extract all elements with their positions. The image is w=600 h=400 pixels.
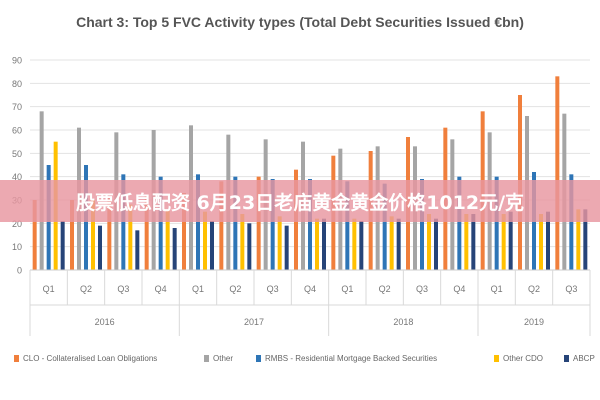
bar (233, 176, 238, 270)
bar (32, 200, 37, 270)
legend-swatch (14, 355, 19, 362)
bar (182, 193, 186, 270)
bar (539, 214, 543, 270)
bar (144, 195, 149, 270)
bar (464, 214, 469, 270)
y-tick-label: 60 (12, 126, 22, 136)
x-tick-label: Q4 (155, 284, 167, 294)
x-tick-label: Q3 (267, 284, 279, 294)
bar (121, 174, 126, 270)
y-tick-label: 0 (17, 266, 22, 276)
bar (284, 225, 289, 270)
chart-title: Chart 3: Top 5 FVC Activity types (Total… (76, 14, 524, 30)
x-tick-label: Q4 (453, 284, 465, 294)
bar (508, 211, 513, 270)
bar (165, 209, 170, 270)
legend-swatch (204, 355, 209, 362)
bar (345, 181, 350, 270)
legend-swatch (564, 355, 569, 362)
legend-label: Other (213, 354, 233, 363)
bar (308, 179, 312, 270)
bar (359, 221, 364, 270)
bar (203, 211, 207, 270)
bar (270, 179, 275, 270)
bar (135, 230, 140, 270)
legend-swatch (256, 355, 261, 362)
bar (494, 176, 499, 270)
bars (32, 76, 588, 271)
bar (382, 183, 387, 270)
legend-label: RMBS - Residential Mortgage Backed Secur… (265, 354, 437, 363)
bar (91, 200, 95, 270)
bar (158, 176, 163, 270)
bar (98, 225, 102, 270)
bar (576, 209, 581, 270)
bar (420, 179, 424, 270)
legend: CLO - Collateralised Loan Obligations Oth… (14, 354, 595, 363)
legend-label: ABCP (573, 354, 595, 363)
legend-label: Other CDO (503, 354, 543, 363)
bar (501, 214, 506, 270)
bar (546, 211, 550, 270)
bar (70, 200, 74, 270)
bar (247, 223, 252, 270)
legend-swatch (494, 355, 499, 362)
bar (569, 174, 574, 270)
bar (219, 181, 224, 270)
bar (60, 221, 65, 270)
y-tick-label: 70 (12, 102, 22, 112)
y-axis: 0102030405060708090 (12, 56, 22, 276)
x-tick-label: Q2 (229, 284, 241, 294)
overlay-banner: 股票低息配资 6月23日老庙黄金黄金价格1012元/克 (0, 180, 600, 222)
year-label: 2018 (393, 317, 413, 327)
bar (427, 214, 431, 270)
bar (434, 218, 438, 270)
x-tick-label: Q3 (565, 284, 577, 294)
x-tick-label: Q3 (416, 284, 428, 294)
year-label: 2016 (95, 317, 115, 327)
legend-label: CLO - Collateralised Loan Obligations (23, 354, 157, 363)
x-tick-label: Q1 (192, 284, 204, 294)
bar (107, 197, 112, 270)
bar (583, 209, 588, 270)
x-tick-label: Q2 (528, 284, 540, 294)
bar (396, 218, 401, 270)
x-tick-label: Q2 (379, 284, 391, 294)
y-tick-label: 20 (12, 219, 22, 229)
x-tick-label: Q1 (491, 284, 503, 294)
bar (471, 214, 476, 270)
bar (352, 218, 357, 270)
bar (322, 218, 326, 270)
bar (240, 214, 245, 270)
x-tick-label: Q2 (80, 284, 92, 294)
bar (210, 221, 214, 270)
bar (277, 216, 282, 270)
y-tick-label: 10 (12, 242, 22, 252)
y-tick-label: 90 (12, 56, 22, 66)
bar (555, 76, 560, 270)
year-label: 2017 (244, 317, 264, 327)
bar (315, 218, 319, 270)
bar (196, 174, 200, 270)
bar (128, 204, 133, 270)
bar (457, 176, 462, 270)
x-tick-label: Q4 (304, 284, 316, 294)
y-tick-label: 80 (12, 79, 22, 89)
y-tick-label: 50 (12, 149, 22, 159)
bar (172, 228, 177, 270)
bar (389, 216, 394, 270)
x-tick-label: Q3 (117, 284, 129, 294)
x-tick-label: Q1 (341, 284, 353, 294)
year-label: 2019 (524, 317, 544, 327)
y-tick-label: 40 (12, 172, 22, 182)
x-axis: Q1 Q2 Q3 Q4 Q1 Q2 Q3 Q4 Q1 Q2 Q3 Q4 Q1 Q2 Q3 2016 2017 20… (29, 269, 591, 336)
x-tick-label: Q1 (43, 284, 55, 294)
bar (256, 176, 261, 270)
